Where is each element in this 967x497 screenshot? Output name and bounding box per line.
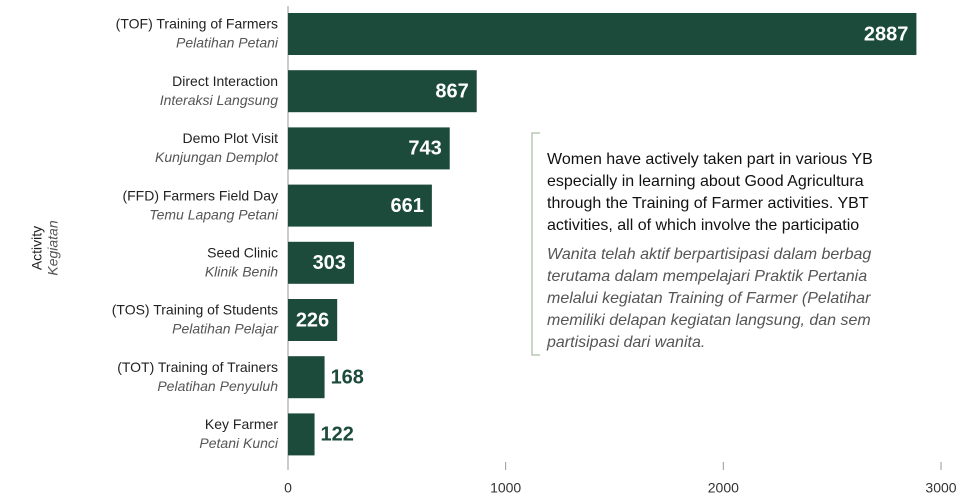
annotation-translation-line: melalui kegiatan Training of Farmer (Pel…: [547, 290, 871, 307]
bar: [288, 413, 315, 456]
category-label: (TOF) Training of Farmers: [116, 16, 278, 32]
annotation-bracket: [531, 132, 540, 356]
value-label: 2887: [864, 23, 909, 45]
annotation-line: Women have actively taken part in variou…: [547, 151, 873, 168]
annotation-line: through the Training of Farmer activitie…: [547, 195, 869, 212]
category-translation: Interaksi Langsung: [160, 92, 279, 108]
category-translation: Pelatihan Penyuluh: [157, 378, 278, 394]
category-translation: Klinik Benih: [205, 264, 278, 280]
category-translation: Kunjungan Demplot: [155, 149, 279, 165]
category-label: Direct Interaction: [172, 73, 278, 89]
bar: [288, 184, 432, 227]
annotation-translation-line: partisipasi dari wanita.: [546, 334, 705, 351]
annotation-line: activities, all of which involve the par…: [547, 217, 859, 234]
bar: [288, 13, 917, 55]
value-label: 226: [296, 309, 329, 331]
annotation-translation-line: memiliki delapan kegiatan langsung, dan …: [547, 312, 871, 329]
value-label: 303: [313, 252, 346, 274]
category-label: Seed Clinic: [207, 245, 278, 261]
category-translation: Temu Lapang Petani: [149, 206, 279, 222]
annotation-translation-line: Wanita telah aktif berpartisipasi dalam …: [547, 246, 871, 263]
value-label: 168: [331, 366, 364, 388]
bar: [288, 356, 325, 399]
annotation-translation-line: terutama dalam mempelajari Praktik Perta…: [547, 268, 867, 285]
category-label: (TOT) Training of Trainers: [117, 359, 278, 375]
value-label: 867: [435, 80, 468, 102]
y-axis-label: Activity: [29, 226, 45, 270]
annotation-line: especially in learning about Good Agricu…: [547, 173, 864, 190]
bar: [288, 241, 354, 284]
category-label: Demo Plot Visit: [183, 130, 279, 146]
value-label: 122: [321, 424, 354, 446]
category-label: (TOS) Training of Students: [112, 302, 278, 318]
value-label: 661: [391, 195, 424, 217]
bar: [288, 299, 338, 341]
y-axis-label-translation: Kegiatan: [45, 220, 61, 275]
bar: [288, 127, 450, 170]
category-translation: Petani Kunci: [199, 435, 278, 451]
category-label: Key Farmer: [205, 416, 278, 432]
x-tick-label: 2000: [708, 480, 739, 496]
value-label: 743: [408, 138, 441, 160]
x-tick-label: 1000: [490, 480, 521, 496]
x-tick-label: 3000: [925, 480, 956, 496]
x-tick-label: 0: [284, 480, 292, 496]
category-translation: Pelatihan Pelajar: [172, 321, 279, 337]
category-translation: Pelatihan Petani: [176, 35, 279, 51]
bar: [288, 70, 477, 113]
category-label: (FFD) Farmers Field Day: [122, 187, 278, 203]
